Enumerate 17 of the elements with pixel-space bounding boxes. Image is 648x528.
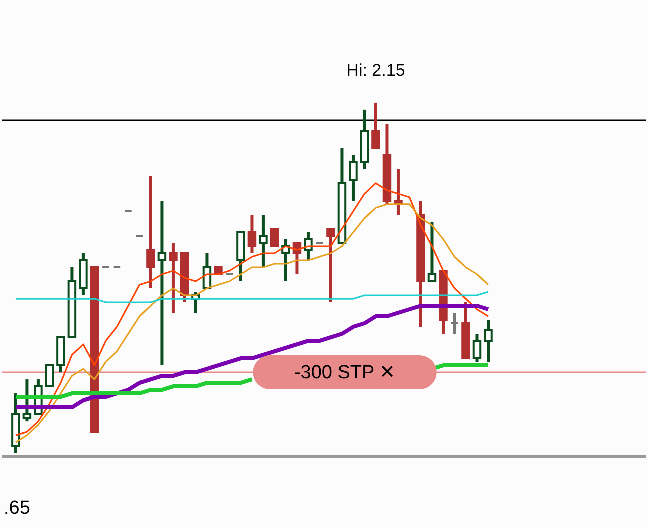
candlestick: [146, 176, 156, 289]
candlestick: [472, 334, 482, 362]
candlestick: [248, 214, 257, 254]
annotation: Hi: 2.15: [346, 60, 406, 80]
candlestick: [259, 214, 268, 268]
text: .65: [4, 498, 30, 519]
candlestick: [326, 228, 336, 303]
candlestick: [169, 242, 178, 314]
candlestick: [45, 364, 54, 388]
ref-line-label: -300 STP ✕: [294, 362, 396, 384]
candlestick: [270, 228, 280, 248]
candlestick: [484, 320, 493, 362]
candlestick: [372, 102, 380, 150]
candlestick: [450, 313, 460, 334]
candlestick: [428, 222, 437, 283]
candlestick: [349, 155, 358, 201]
candlestick: [158, 200, 167, 366]
